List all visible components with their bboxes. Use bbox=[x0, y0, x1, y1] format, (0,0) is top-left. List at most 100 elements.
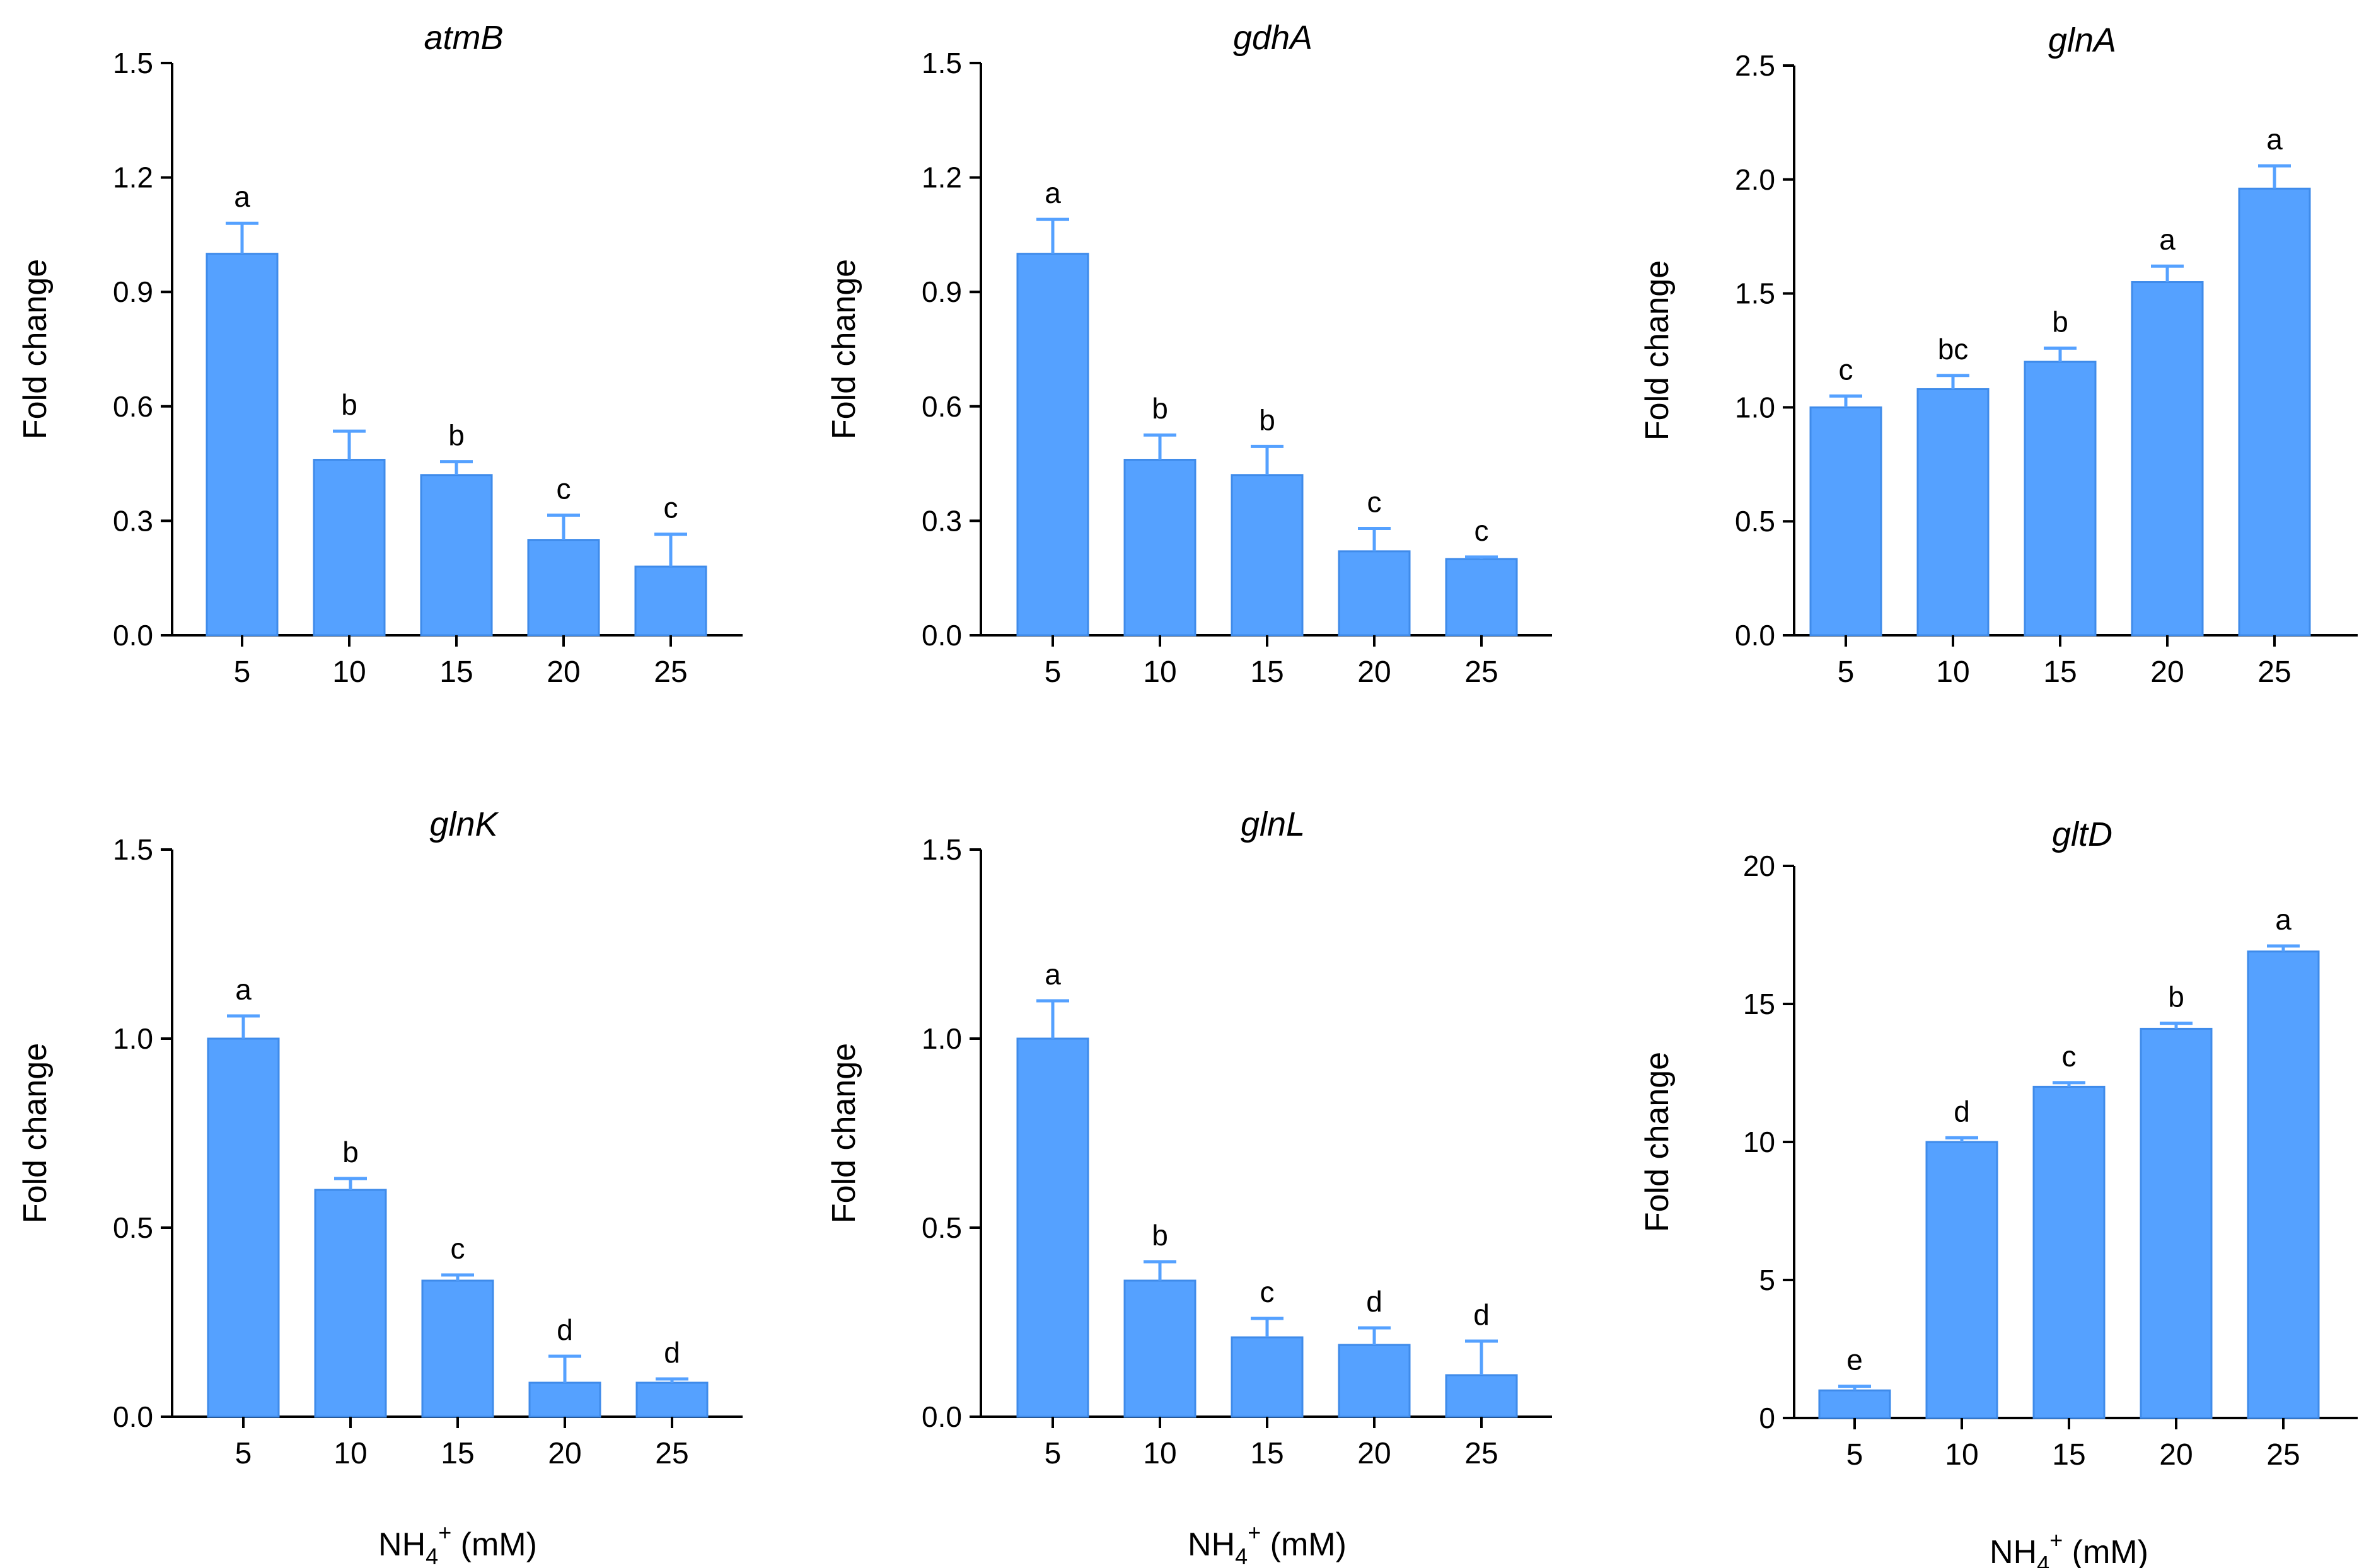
y-tick-label: 0.0 bbox=[113, 619, 153, 652]
significance-label: c bbox=[1260, 1276, 1275, 1308]
x-tick-label: 20 bbox=[1357, 1437, 1391, 1470]
bar bbox=[1338, 550, 1411, 637]
y-tick-label: 0.6 bbox=[922, 390, 962, 423]
significance-label: d bbox=[557, 1313, 573, 1346]
y-tick-label: 15 bbox=[1743, 988, 1775, 1020]
x-tick-label: 10 bbox=[332, 655, 366, 689]
significance-label: b bbox=[1152, 1219, 1168, 1252]
chart-title: gltD bbox=[2052, 816, 2112, 853]
error-bar bbox=[2053, 1081, 2085, 1087]
significance-label: a bbox=[235, 973, 252, 1006]
error-bar bbox=[334, 1177, 367, 1190]
bar bbox=[528, 1381, 601, 1418]
y-tick-label: 2.5 bbox=[1735, 49, 1775, 82]
x-axis-title-subscript: 4 bbox=[426, 1543, 438, 1568]
bar bbox=[1925, 1141, 1998, 1419]
significance-label: d bbox=[1366, 1285, 1382, 1318]
x-axis-title-unit: (mM) bbox=[2063, 1534, 2148, 1568]
x-tick-label: 15 bbox=[441, 1437, 474, 1470]
y-axis-label: Fold change bbox=[17, 259, 54, 439]
significance-label: c bbox=[664, 492, 678, 524]
significance-label: d bbox=[1954, 1095, 1970, 1127]
y-axis-label: Fold change bbox=[826, 259, 862, 439]
y-tick-label: 0.3 bbox=[922, 504, 962, 537]
error-bar bbox=[547, 513, 580, 540]
significance-label: b bbox=[1152, 392, 1168, 425]
y-tick-label: 0.0 bbox=[922, 619, 962, 652]
x-tick-label: 15 bbox=[1250, 655, 1283, 689]
error-bar bbox=[1937, 374, 1969, 389]
bar bbox=[314, 1189, 387, 1418]
error-bar bbox=[656, 1377, 688, 1383]
x-tick-label: 5 bbox=[1846, 1438, 1863, 1472]
bar bbox=[1445, 1374, 1518, 1418]
x-tick-label: 5 bbox=[1838, 655, 1855, 689]
significance-label: a bbox=[2275, 903, 2292, 936]
significance-label: b bbox=[2052, 305, 2068, 338]
bar bbox=[634, 565, 707, 637]
y-tick-label: 1.5 bbox=[1735, 277, 1775, 310]
error-bar bbox=[2160, 1022, 2193, 1029]
panel-atmB: atmB Fold change 0.0 0.3 0.6 0.9 1.2 1.5 a 5 b 10 b 1… bbox=[17, 19, 743, 689]
y-tick-label: 1.5 bbox=[113, 833, 153, 866]
error-bar bbox=[1036, 999, 1069, 1039]
y-tick-label: 1.0 bbox=[922, 1022, 962, 1055]
x-tick-label: 25 bbox=[655, 1437, 688, 1470]
x-axis-title-subscript: 4 bbox=[2037, 1551, 2049, 1568]
y-tick-label: 1.5 bbox=[922, 47, 962, 79]
significance-label: c bbox=[1839, 353, 1853, 386]
significance-label: c bbox=[2062, 1040, 2077, 1073]
bar bbox=[313, 459, 386, 637]
x-tick-label: 5 bbox=[1045, 655, 1062, 689]
x-tick-label: 20 bbox=[2159, 1438, 2193, 1472]
y-tick-label: 20 bbox=[1743, 850, 1775, 882]
x-tick-label: 5 bbox=[234, 655, 251, 689]
error-bar bbox=[2151, 264, 2184, 282]
x-tick-label: 20 bbox=[2150, 655, 2184, 689]
chart-title: glnK bbox=[429, 805, 499, 843]
x-tick-label: 15 bbox=[439, 655, 473, 689]
y-tick-label: 10 bbox=[1743, 1126, 1775, 1158]
error-bar bbox=[1144, 1260, 1176, 1281]
error-bar bbox=[2044, 346, 2077, 362]
bar bbox=[1231, 1336, 1304, 1418]
error-bar bbox=[2267, 944, 2300, 952]
significance-label: b bbox=[341, 388, 357, 421]
error-bar bbox=[1465, 1339, 1498, 1375]
bar bbox=[1445, 558, 1518, 637]
error-bar bbox=[440, 460, 473, 475]
x-axis-title: NH4+ (mM) bbox=[1990, 1527, 2148, 1568]
significance-label: c bbox=[451, 1232, 465, 1265]
error-bar bbox=[1358, 527, 1391, 551]
error-bar bbox=[1465, 555, 1498, 559]
x-tick-label: 25 bbox=[2266, 1438, 2300, 1472]
bar bbox=[1016, 1037, 1089, 1418]
y-tick-label: 1.5 bbox=[922, 833, 962, 866]
significance-label: a bbox=[2159, 223, 2176, 256]
bar bbox=[1016, 253, 1089, 637]
x-axis-title-main: NH bbox=[378, 1526, 426, 1563]
x-tick-label: 10 bbox=[1143, 655, 1176, 689]
x-axis-title-unit: (mM) bbox=[1261, 1526, 1347, 1563]
x-tick-label: 15 bbox=[1250, 1437, 1283, 1470]
y-tick-label: 1.0 bbox=[113, 1022, 153, 1055]
x-axis-title-main: NH bbox=[1990, 1534, 2037, 1568]
x-tick-label: 25 bbox=[1464, 655, 1498, 689]
significance-label: e bbox=[1846, 1344, 1863, 1376]
bar bbox=[2032, 1085, 2106, 1419]
x-tick-label: 10 bbox=[333, 1437, 367, 1470]
panel-glnA: glnA Fold change 0.0 0.5 1.0 1.5 2.0 2.5 c 5 bc 10 b… bbox=[1639, 21, 2358, 689]
y-tick-label: 1.2 bbox=[922, 161, 962, 194]
bar bbox=[421, 1279, 494, 1418]
error-bar bbox=[654, 533, 687, 567]
chart-title: gdhA bbox=[1233, 19, 1312, 57]
significance-label: a bbox=[234, 180, 250, 213]
x-axis-title: NH4+ (mM) bbox=[378, 1519, 537, 1568]
x-tick-label: 15 bbox=[2052, 1438, 2085, 1472]
significance-label: a bbox=[1045, 958, 1061, 991]
y-axis-label: Fold change bbox=[17, 1043, 54, 1223]
x-tick-label: 25 bbox=[1464, 1437, 1498, 1470]
y-axis-label: Fold change bbox=[1639, 1052, 1676, 1232]
y-tick-label: 0.0 bbox=[113, 1400, 153, 1433]
